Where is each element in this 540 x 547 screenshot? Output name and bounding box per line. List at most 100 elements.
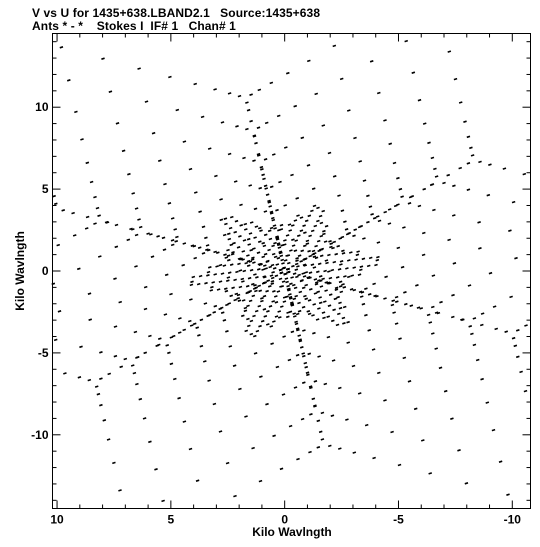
uv-point — [466, 188, 471, 191]
uv-point — [229, 243, 234, 247]
uv-point — [472, 317, 477, 320]
uv-point — [203, 302, 208, 305]
uv-point — [426, 313, 431, 317]
uv-point — [303, 294, 307, 298]
uv-point — [288, 229, 293, 232]
uv-point — [201, 252, 206, 255]
uv-point — [515, 329, 520, 332]
uv-point — [447, 50, 452, 53]
uv-point — [134, 233, 139, 237]
uv-point — [523, 389, 528, 393]
uv-point — [342, 305, 347, 309]
uv-point — [225, 279, 230, 282]
uv-point — [246, 324, 251, 328]
uv-point — [239, 224, 244, 227]
uv-point — [281, 393, 286, 396]
uv-point — [264, 187, 269, 190]
uv-point — [513, 344, 518, 348]
uv-point — [372, 282, 376, 286]
uv-point — [276, 290, 281, 293]
uv-point — [292, 272, 297, 275]
uv-point — [506, 493, 510, 496]
uv-point — [276, 256, 281, 260]
uv-point — [224, 222, 228, 226]
uv-point — [216, 288, 221, 291]
uv-point — [337, 447, 342, 450]
uv-point — [156, 235, 160, 238]
uv-point — [257, 88, 262, 92]
uv-point — [294, 268, 299, 271]
uv-point — [383, 119, 387, 122]
uv-point — [143, 307, 148, 311]
uv-point — [263, 184, 268, 188]
uv-point — [212, 402, 217, 406]
uv-point — [267, 285, 272, 288]
uv-point — [276, 243, 281, 247]
x-tick-label: 0 — [281, 513, 288, 527]
uv-point — [129, 227, 133, 231]
uv-point — [207, 147, 212, 150]
uv-point — [253, 284, 257, 287]
uv-point — [419, 307, 424, 310]
uv-point — [252, 334, 257, 338]
uv-point — [248, 299, 253, 303]
uv-point — [258, 479, 263, 483]
axis-ticks — [52, 33, 531, 509]
uv-point — [346, 320, 350, 324]
uv-point — [214, 174, 218, 178]
uv-point — [314, 281, 319, 284]
uv-point — [279, 271, 284, 275]
uv-point — [188, 447, 193, 451]
uv-point — [99, 351, 103, 354]
uv-point — [369, 60, 374, 63]
uv-point — [267, 229, 272, 233]
uv-point — [336, 312, 341, 316]
uv-point — [249, 93, 253, 96]
uv-point — [133, 330, 138, 334]
uv-point — [225, 330, 229, 333]
uv-point — [283, 272, 288, 276]
uv-point — [286, 267, 290, 271]
uv-point — [174, 240, 179, 243]
uv-point — [226, 258, 231, 262]
uv-point — [443, 389, 448, 393]
uv-point — [387, 222, 392, 225]
uv-point — [269, 325, 274, 328]
x-tick-label: 5 — [168, 513, 175, 527]
uv-point — [299, 279, 304, 283]
uv-point — [236, 297, 241, 300]
uv-point — [295, 275, 299, 279]
uv-point — [321, 124, 326, 127]
uv-point — [281, 280, 286, 283]
uv-point — [358, 160, 363, 163]
uv-point — [252, 287, 257, 290]
uv-point — [263, 210, 268, 213]
uv-point — [316, 206, 320, 210]
uv-point — [323, 269, 327, 273]
uv-point — [301, 354, 306, 358]
uv-point — [331, 246, 335, 250]
uv-point — [308, 276, 312, 280]
uv-point — [390, 430, 394, 434]
uv-point — [332, 308, 336, 312]
uv-point — [85, 215, 90, 219]
uv-point — [319, 254, 324, 258]
x-tick-label: 10 — [50, 513, 64, 527]
uv-point — [434, 311, 439, 314]
uv-point — [364, 423, 369, 427]
uv-point — [52, 194, 56, 198]
uv-point — [88, 318, 93, 321]
uv-point — [324, 281, 329, 284]
uv-point — [313, 292, 318, 295]
uv-point — [165, 344, 170, 347]
uv-point — [175, 108, 180, 112]
uv-point — [431, 274, 436, 277]
uv-point — [259, 375, 263, 378]
uv-point — [108, 90, 113, 93]
uv-point — [413, 407, 418, 411]
uv-point — [277, 316, 282, 319]
uv-point — [494, 327, 499, 331]
uv-point — [235, 125, 239, 128]
uv-point — [296, 234, 301, 237]
